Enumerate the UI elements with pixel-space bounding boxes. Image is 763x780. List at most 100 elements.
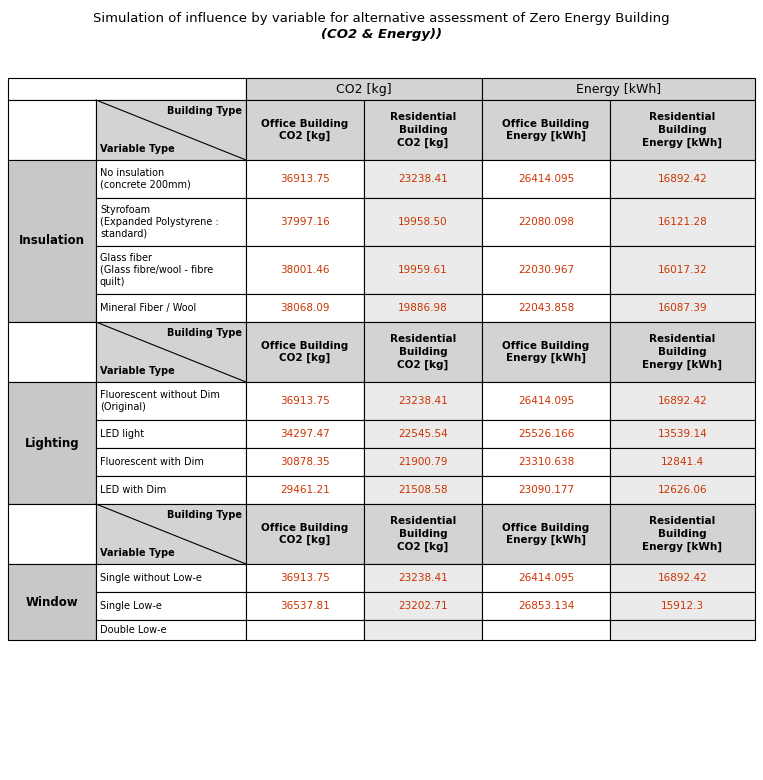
Text: 26414.095: 26414.095	[518, 174, 574, 184]
Text: Variable Type: Variable Type	[100, 366, 175, 376]
Text: Residential
Building
CO2 [kg]: Residential Building CO2 [kg]	[390, 516, 456, 551]
Bar	[246, 294, 364, 322]
Bar	[246, 504, 364, 564]
Text: 34297.47: 34297.47	[280, 429, 330, 439]
Text: 29461.21: 29461.21	[280, 485, 330, 495]
Bar	[96, 322, 246, 382]
Bar	[96, 198, 246, 246]
Text: CO2 [kg]: CO2 [kg]	[336, 83, 392, 95]
Bar	[364, 160, 482, 198]
Text: 19886.98: 19886.98	[398, 303, 448, 313]
Text: 21900.79: 21900.79	[398, 457, 448, 467]
Bar	[482, 592, 610, 620]
Text: 15912.3: 15912.3	[661, 601, 704, 611]
Bar	[610, 476, 755, 504]
Bar	[246, 592, 364, 620]
Text: LED light: LED light	[100, 429, 144, 439]
Bar	[96, 620, 246, 640]
Text: 26853.134: 26853.134	[518, 601, 575, 611]
Bar	[364, 592, 482, 620]
Bar	[482, 294, 610, 322]
Text: 38068.09: 38068.09	[280, 303, 330, 313]
Bar	[610, 382, 755, 420]
Bar	[364, 382, 482, 420]
Bar	[246, 476, 364, 504]
Text: Office Building
Energy [kWh]: Office Building Energy [kWh]	[502, 119, 590, 141]
Bar	[96, 564, 246, 592]
Bar	[482, 382, 610, 420]
Text: Insulation: Insulation	[19, 235, 85, 247]
Bar	[96, 476, 246, 504]
Bar	[96, 504, 246, 564]
Bar	[610, 100, 755, 160]
Text: 23238.41: 23238.41	[398, 573, 448, 583]
Bar	[364, 198, 482, 246]
Bar	[246, 420, 364, 448]
Text: No insulation
(concrete 200mm): No insulation (concrete 200mm)	[100, 168, 191, 190]
Text: 25526.166: 25526.166	[518, 429, 575, 439]
Text: 16017.32: 16017.32	[658, 265, 707, 275]
Bar	[610, 420, 755, 448]
Text: 36913.75: 36913.75	[280, 573, 330, 583]
Bar	[246, 160, 364, 198]
Bar	[96, 294, 246, 322]
Text: Office Building
CO2 [kg]: Office Building CO2 [kg]	[262, 341, 349, 363]
Text: Residential
Building
Energy [kWh]: Residential Building Energy [kWh]	[642, 112, 723, 147]
Bar	[364, 294, 482, 322]
Text: Office Building
Energy [kWh]: Office Building Energy [kWh]	[502, 523, 590, 545]
Bar	[610, 592, 755, 620]
Bar	[8, 564, 96, 640]
Bar	[246, 198, 364, 246]
Bar	[8, 322, 96, 382]
Bar	[246, 620, 364, 640]
Bar	[96, 246, 246, 294]
Text: 16892.42: 16892.42	[658, 396, 707, 406]
Text: Variable Type: Variable Type	[100, 548, 175, 558]
Text: Building Type: Building Type	[167, 510, 242, 520]
Text: Building Type: Building Type	[167, 328, 242, 338]
Bar	[482, 504, 610, 564]
Bar	[482, 160, 610, 198]
Bar	[8, 100, 96, 160]
Text: Simulation of influence by variable for alternative assessment of Zero Energy Bu: Simulation of influence by variable for …	[93, 12, 670, 25]
Bar	[8, 382, 96, 504]
Bar	[364, 564, 482, 592]
Bar	[482, 448, 610, 476]
Bar	[482, 476, 610, 504]
Bar	[610, 198, 755, 246]
Text: Mineral Fiber / Wool: Mineral Fiber / Wool	[100, 303, 196, 313]
Bar	[610, 294, 755, 322]
Text: Double Low-e: Double Low-e	[100, 625, 166, 635]
Bar	[96, 160, 246, 198]
Text: 36537.81: 36537.81	[280, 601, 330, 611]
Bar	[364, 420, 482, 448]
Text: Building Type: Building Type	[167, 106, 242, 116]
Bar	[364, 476, 482, 504]
Text: 26414.095: 26414.095	[518, 396, 574, 406]
Text: 19959.61: 19959.61	[398, 265, 448, 275]
Text: 13539.14: 13539.14	[658, 429, 707, 439]
Text: 16121.28: 16121.28	[658, 217, 707, 227]
Bar	[610, 322, 755, 382]
Bar	[482, 246, 610, 294]
Bar	[610, 564, 755, 592]
Bar	[246, 78, 482, 100]
Text: Office Building
Energy [kWh]: Office Building Energy [kWh]	[502, 341, 590, 363]
Text: Single without Low-e: Single without Low-e	[100, 573, 202, 583]
Text: 30878.35: 30878.35	[280, 457, 330, 467]
Bar	[96, 448, 246, 476]
Bar	[364, 504, 482, 564]
Text: Window: Window	[26, 595, 79, 608]
Text: LED with Dim: LED with Dim	[100, 485, 166, 495]
Text: 21508.58: 21508.58	[398, 485, 448, 495]
Text: Glass fiber
(Glass fibre/wool - fibre
quilt): Glass fiber (Glass fibre/wool - fibre qu…	[100, 254, 213, 286]
Bar	[246, 246, 364, 294]
Text: 23238.41: 23238.41	[398, 396, 448, 406]
Bar	[482, 198, 610, 246]
Bar	[246, 564, 364, 592]
Text: 23202.71: 23202.71	[398, 601, 448, 611]
Text: Variable Type: Variable Type	[100, 144, 175, 154]
Text: 12841.4: 12841.4	[661, 457, 704, 467]
Bar	[364, 448, 482, 476]
Bar	[610, 620, 755, 640]
